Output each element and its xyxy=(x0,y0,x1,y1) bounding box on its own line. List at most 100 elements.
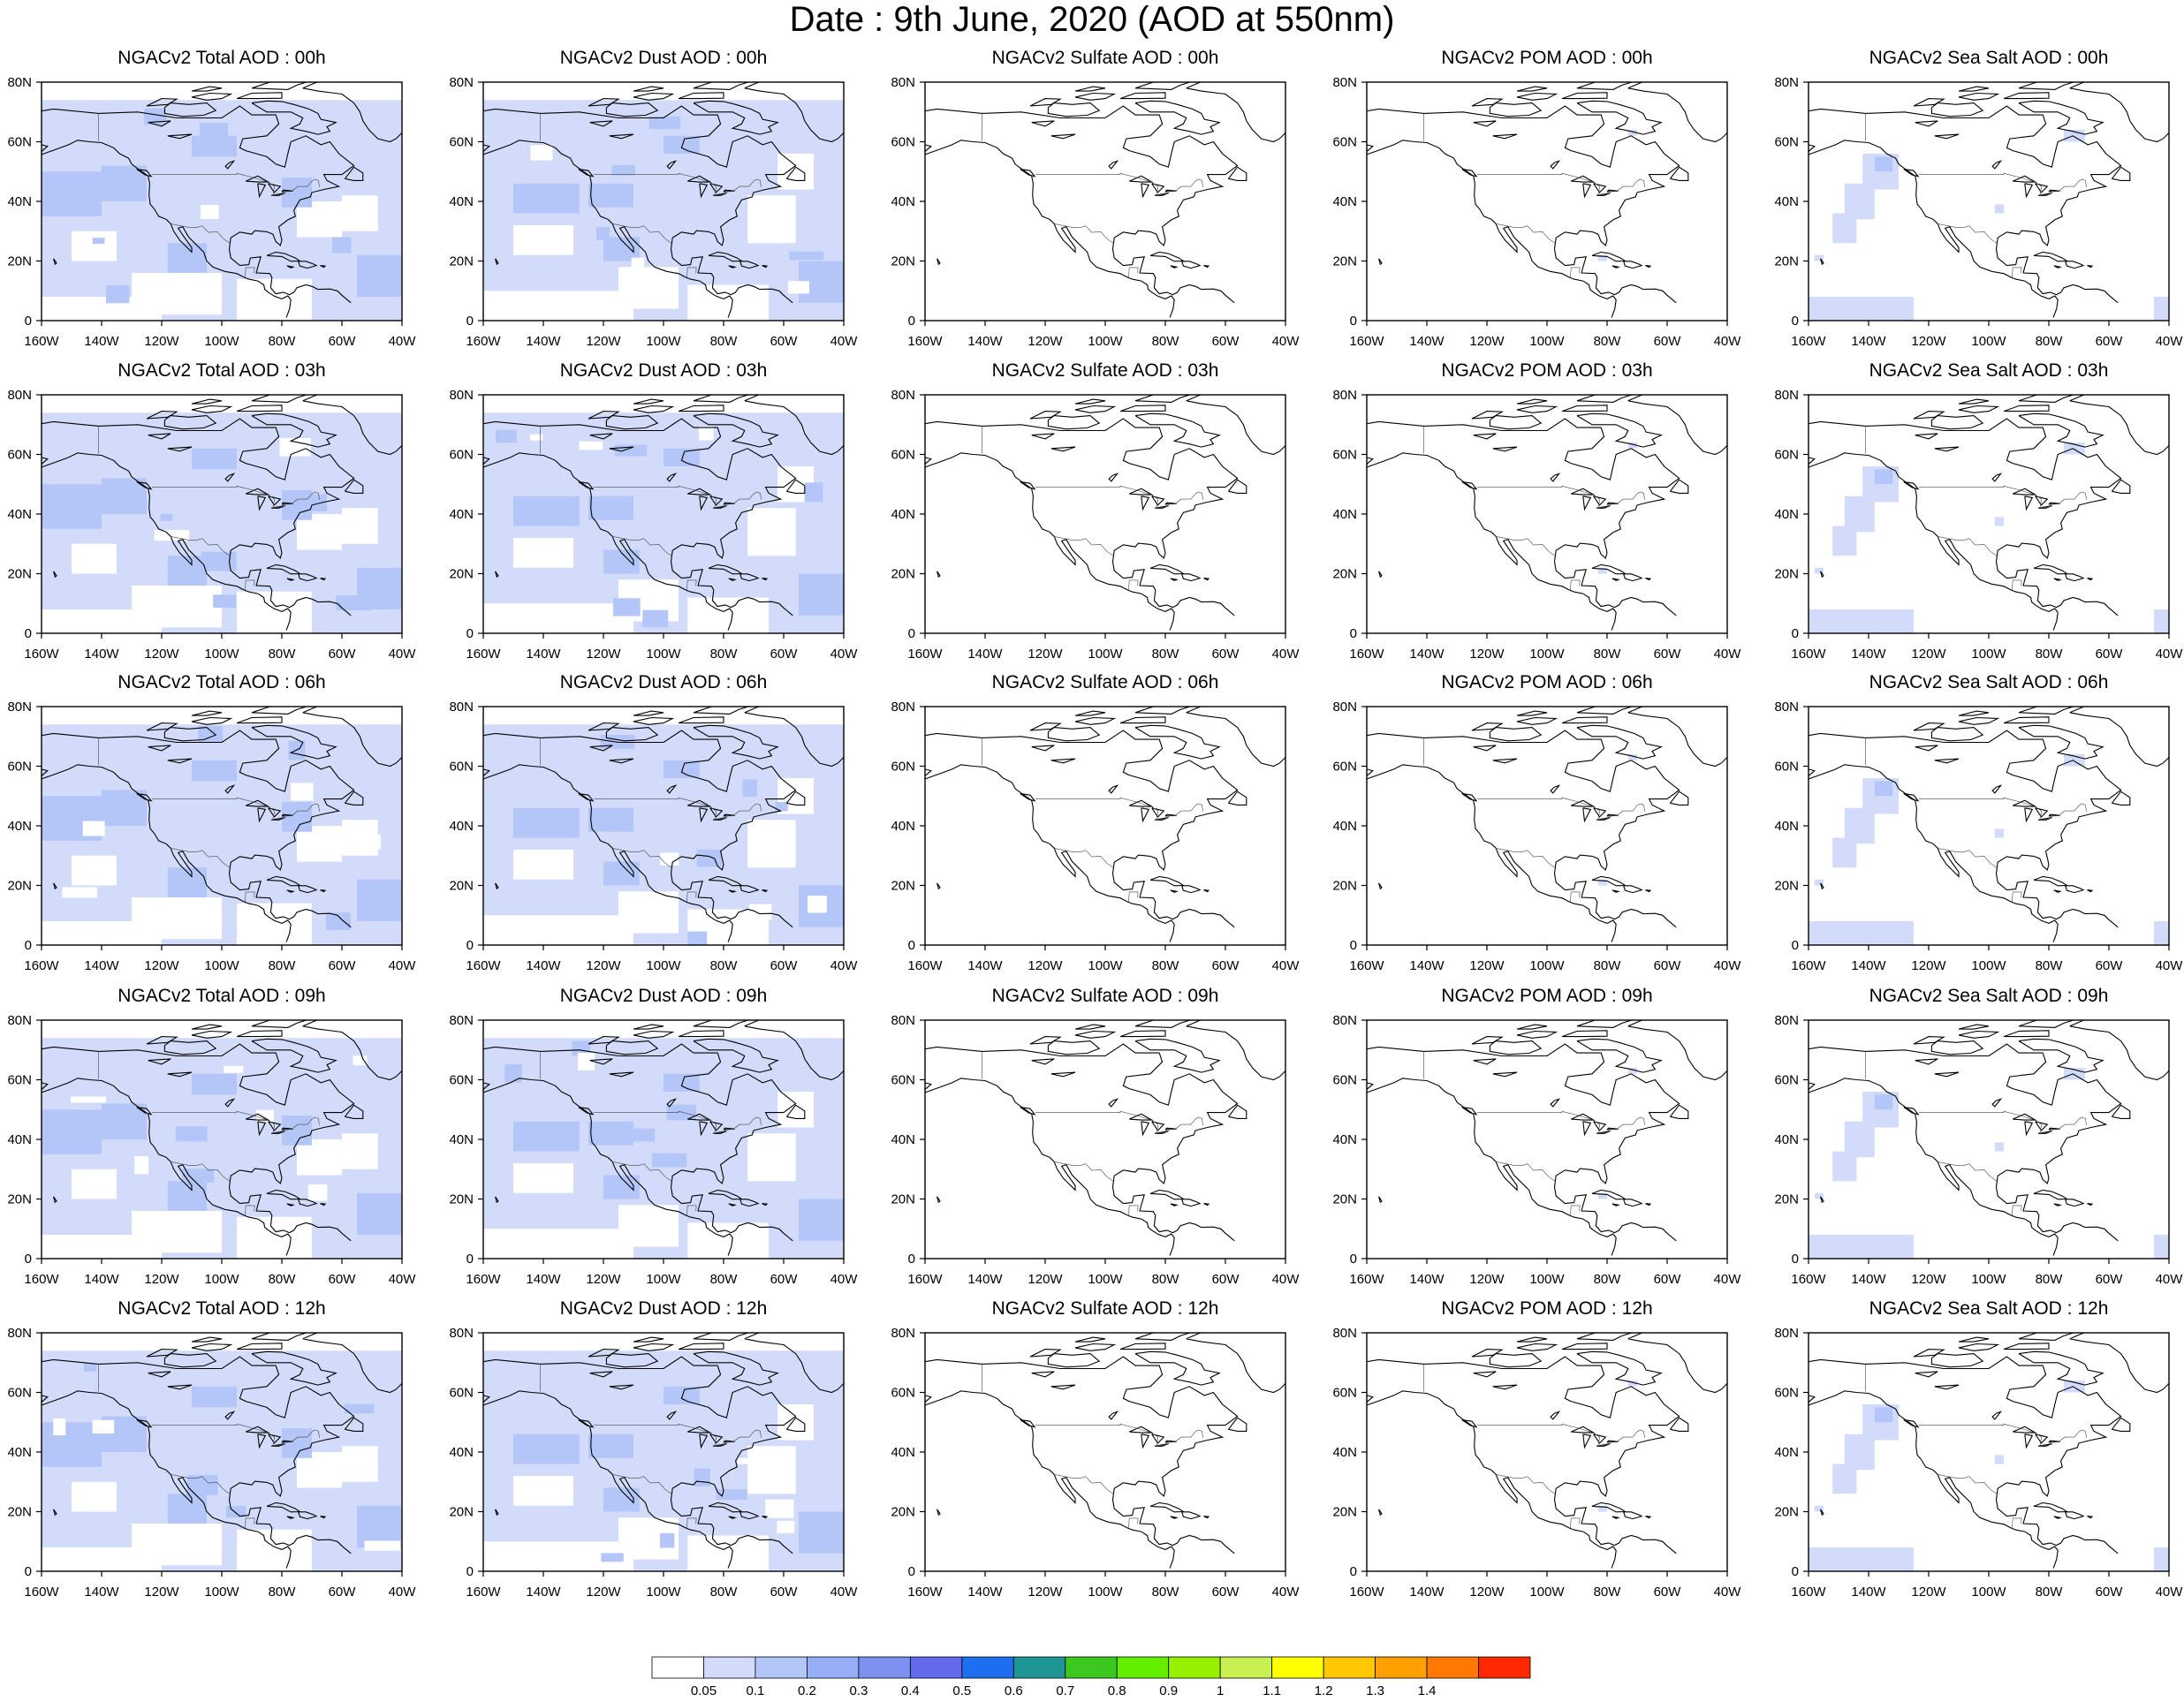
coastline-path xyxy=(1367,1390,1617,1569)
coastline-path xyxy=(1134,100,1221,135)
coastline-path xyxy=(1611,1203,1620,1207)
x-tick-label: 140W xyxy=(1409,958,1445,973)
aod-shading xyxy=(1597,754,1637,886)
coastline-path xyxy=(1141,1433,1150,1449)
coastlines xyxy=(42,1333,402,1569)
coastline-path xyxy=(1582,183,1592,199)
aod-cell xyxy=(92,1419,115,1433)
y-tick-label: 80N xyxy=(1774,388,1799,403)
x-tick-label: 160W xyxy=(466,958,501,973)
x-tick-label: 100W xyxy=(646,647,681,662)
x-tick-label: 140W xyxy=(967,1272,1003,1287)
coastline-path xyxy=(588,1349,620,1358)
coastline-path xyxy=(1623,885,1643,894)
coastline-path xyxy=(483,418,797,617)
coastline-path xyxy=(2069,1333,2169,1394)
coastline-path xyxy=(1108,160,1119,170)
border-path xyxy=(170,223,231,244)
x-tick-label: 40W xyxy=(389,647,417,662)
coastline-path xyxy=(1047,727,1101,742)
x-tick-label: 120W xyxy=(1469,1272,1505,1287)
aod-cell xyxy=(588,807,633,832)
aod-cell xyxy=(1994,517,2004,526)
aod-cell xyxy=(747,195,796,244)
map-panel-seasalt-03h: NGACv2 Sea Salt AOD : 03h 160W 140W 120W 100… xyxy=(1769,358,2184,667)
map-svg: 160W 140W 120W 100W 80W 60W 40W 0 20N 40N 60N 80N xyxy=(1332,388,1741,662)
coastline-path xyxy=(1461,1419,1478,1428)
coastline-path xyxy=(344,1104,364,1119)
aod-cell xyxy=(1814,1505,1824,1512)
aod-shading xyxy=(483,1038,844,1259)
coastline-path xyxy=(2087,1203,2094,1207)
y-tick-label: 80N xyxy=(1774,1326,1799,1341)
x-tick-label: 140W xyxy=(1409,1585,1445,1600)
coastline-path xyxy=(708,1189,744,1200)
x-tick-label: 100W xyxy=(204,334,239,349)
border-path xyxy=(593,1110,762,1134)
x-tick-label: 160W xyxy=(466,647,501,662)
aod-cell xyxy=(102,478,147,514)
coastline-path xyxy=(2024,1433,2034,1449)
coastline-path xyxy=(42,452,292,631)
aod-cell xyxy=(357,879,402,921)
y-tick-label: 60N xyxy=(449,135,474,150)
coastline-path xyxy=(699,495,709,511)
aod-cell xyxy=(664,135,700,154)
coastline-path xyxy=(739,261,760,269)
x-tick-label: 80W xyxy=(269,958,297,973)
colorbar-swatch xyxy=(807,1656,860,1679)
coastline-path xyxy=(1461,793,1478,802)
coastline-path xyxy=(495,1509,499,1517)
border-path xyxy=(245,579,255,591)
coastline-path xyxy=(191,86,223,92)
coastline-path xyxy=(191,1030,233,1039)
coastline-path xyxy=(2018,1038,2104,1073)
border-path xyxy=(1570,891,1581,903)
x-tick-label: 120W xyxy=(1028,647,1063,662)
aod-cell xyxy=(664,1073,700,1092)
map-svg: 160W 140W 120W 100W 80W 60W 40W 0 20N 40N 60N 80N xyxy=(891,700,1300,973)
coastline-path xyxy=(1913,722,1945,731)
coastline-path xyxy=(1367,140,1617,318)
aod-cell xyxy=(808,896,827,913)
coastline-path xyxy=(925,764,1175,942)
aod-cell xyxy=(588,183,633,208)
coastline-path xyxy=(2033,1189,2069,1200)
x-tick-label: 100W xyxy=(1971,1272,2006,1287)
coastline-path xyxy=(1227,166,1247,181)
colorbar-label: 1 xyxy=(1217,1683,1224,1698)
y-tick-label: 0 xyxy=(25,626,32,641)
colorbar-swatch xyxy=(909,1656,963,1679)
aod-cell xyxy=(42,1109,102,1154)
x-tick-label: 80W xyxy=(1594,1585,1622,1600)
coastline-path xyxy=(2018,1333,2075,1341)
x-tick-label: 140W xyxy=(1409,334,1445,349)
x-tick-label: 100W xyxy=(204,1585,239,1600)
coastline-path xyxy=(2033,251,2069,262)
border-path xyxy=(1053,848,1114,868)
x-tick-label: 100W xyxy=(204,1272,239,1287)
x-tick-label: 120W xyxy=(586,647,621,662)
border-path xyxy=(1476,172,1645,196)
panel-title: NGACv2 Sulfate AOD : 12h xyxy=(991,1298,1219,1319)
coastline-path xyxy=(693,724,779,760)
coastline-path xyxy=(693,412,779,448)
coastline-path xyxy=(925,418,1239,617)
coastline-path xyxy=(42,1078,292,1256)
coastline-path xyxy=(1809,730,2122,928)
aod-cell xyxy=(348,834,381,850)
x-tick-label: 100W xyxy=(1971,958,2006,973)
coastline-path xyxy=(1119,405,1166,412)
coastline-path xyxy=(709,807,724,818)
x-tick-label: 140W xyxy=(967,647,1003,662)
coastline-path xyxy=(1991,473,2003,482)
x-tick-label: 60W xyxy=(2096,1585,2124,1600)
aod-cell xyxy=(530,434,543,441)
map-svg: 160W 140W 120W 100W 80W 60W 40W 0 20N 40N 60N 80N xyxy=(1332,75,1741,349)
coastline-path xyxy=(633,1336,664,1343)
map-svg: 160W 140W 120W 100W 80W 60W 40W 0 20N 40N 60N 80N xyxy=(1332,1013,1741,1287)
y-tick-label: 40N xyxy=(1774,819,1799,834)
x-tick-label: 40W xyxy=(389,958,417,973)
y-tick-label: 40N xyxy=(1332,1445,1357,1460)
border-path xyxy=(1035,172,1203,196)
